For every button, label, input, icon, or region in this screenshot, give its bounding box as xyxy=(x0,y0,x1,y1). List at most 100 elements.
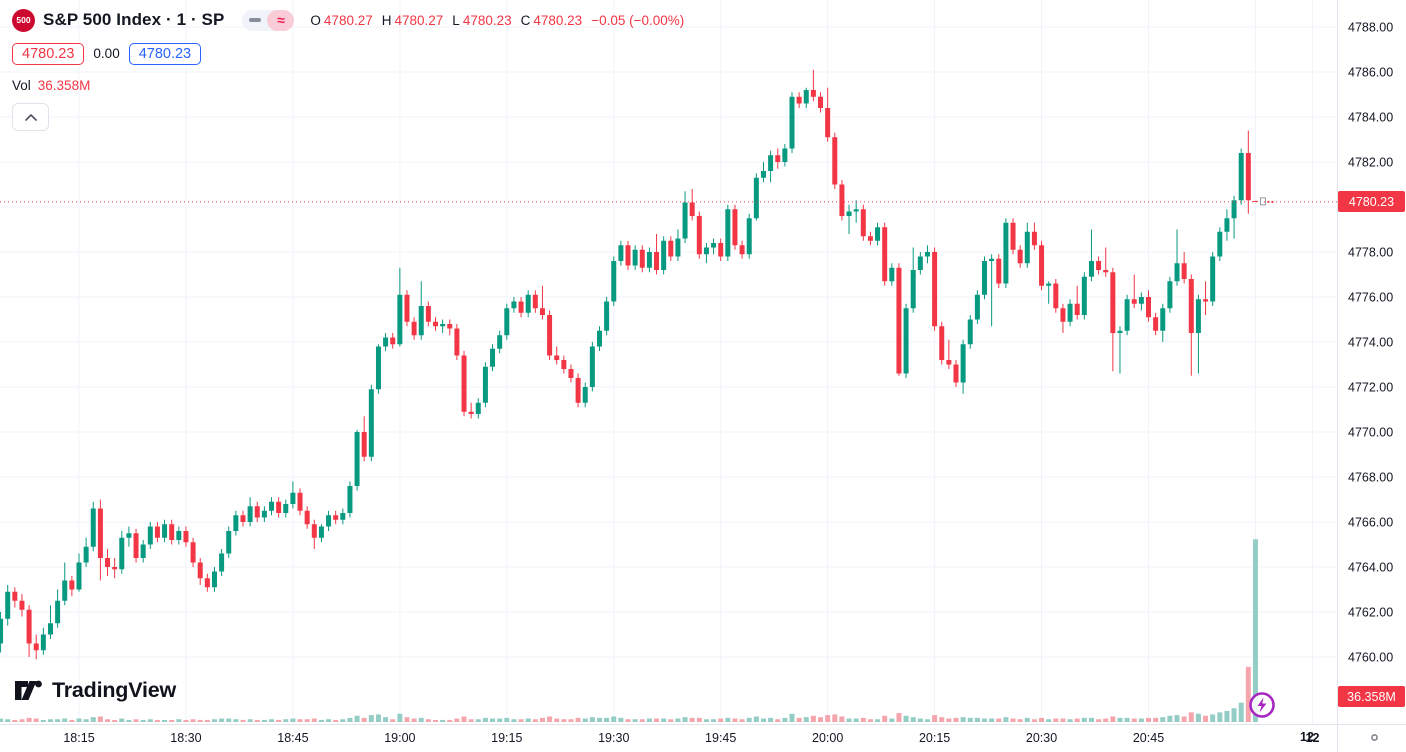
candle[interactable] xyxy=(1060,308,1066,322)
candle[interactable] xyxy=(910,270,916,309)
candle[interactable] xyxy=(461,355,467,412)
candle[interactable] xyxy=(1231,200,1237,219)
candle[interactable] xyxy=(832,137,838,185)
candle[interactable] xyxy=(47,623,53,635)
candle[interactable] xyxy=(176,531,182,540)
candle[interactable] xyxy=(996,258,1002,284)
candle[interactable] xyxy=(1174,263,1180,282)
candle[interactable] xyxy=(69,580,75,590)
candle[interactable] xyxy=(433,321,438,327)
candle[interactable] xyxy=(347,486,353,513)
time-tick-label[interactable]: 12 xyxy=(1306,731,1320,745)
price-tick-label[interactable]: 4760.00 xyxy=(1348,651,1393,665)
time-tick-label[interactable]: 20:30 xyxy=(1026,731,1057,745)
candle[interactable] xyxy=(62,580,68,601)
candle[interactable] xyxy=(604,301,610,331)
tradingview-watermark[interactable]: TradingView xyxy=(14,677,176,704)
time-tick-label[interactable]: 20:15 xyxy=(919,731,950,745)
candle[interactable] xyxy=(732,209,738,246)
candle[interactable] xyxy=(211,571,217,588)
price-tick-label[interactable]: 4778.00 xyxy=(1348,246,1393,260)
candle[interactable] xyxy=(525,294,531,313)
candle[interactable] xyxy=(1167,281,1173,309)
candle[interactable] xyxy=(782,148,788,163)
candle[interactable] xyxy=(967,319,973,345)
candle[interactable] xyxy=(190,542,196,563)
candle[interactable] xyxy=(568,369,574,378)
candle[interactable] xyxy=(860,209,866,237)
candle[interactable] xyxy=(618,245,624,261)
candle[interactable] xyxy=(768,155,774,171)
candle[interactable] xyxy=(126,533,132,538)
date-separator-label[interactable]: 12 xyxy=(1300,730,1314,744)
candle[interactable] xyxy=(703,247,709,255)
candle[interactable] xyxy=(939,326,945,360)
candle[interactable] xyxy=(518,301,524,313)
candle[interactable] xyxy=(960,344,966,383)
candle[interactable] xyxy=(375,346,381,390)
buy-price-button[interactable]: 4780.23 xyxy=(128,42,202,65)
candle[interactable] xyxy=(1017,249,1023,264)
candle[interactable] xyxy=(283,504,289,513)
symbol-title[interactable]: S&P 500 Index · 1 · SP xyxy=(43,10,225,29)
candle[interactable] xyxy=(147,526,153,545)
candle[interactable] xyxy=(404,294,410,322)
candle[interactable] xyxy=(233,515,239,531)
candle[interactable] xyxy=(119,537,125,570)
candle[interactable] xyxy=(1153,317,1159,331)
candle[interactable] xyxy=(889,267,895,282)
candle[interactable] xyxy=(383,337,389,347)
candle[interactable] xyxy=(1217,231,1223,257)
candle[interactable] xyxy=(818,96,824,108)
candle[interactable] xyxy=(896,267,902,374)
candle[interactable] xyxy=(953,364,959,383)
candle[interactable] xyxy=(162,524,168,538)
last-volume-badge[interactable]: 36.358M xyxy=(1338,686,1405,707)
time-tick-label[interactable]: 18:15 xyxy=(63,731,94,745)
candle[interactable] xyxy=(140,544,146,559)
price-tick-label[interactable]: 4788.00 xyxy=(1348,21,1393,35)
candle[interactable] xyxy=(55,600,61,624)
candle[interactable] xyxy=(1024,231,1030,264)
candle[interactable] xyxy=(368,389,374,457)
candle[interactable] xyxy=(689,202,695,217)
candle[interactable] xyxy=(1224,218,1230,232)
candle[interactable] xyxy=(304,510,310,525)
candle[interactable] xyxy=(0,618,4,644)
candle[interactable] xyxy=(789,96,795,149)
candle[interactable] xyxy=(482,366,488,403)
time-tick-label[interactable]: 18:45 xyxy=(277,731,308,745)
candle[interactable] xyxy=(90,508,96,547)
candle[interactable] xyxy=(974,294,980,320)
candle[interactable] xyxy=(575,378,581,403)
market-status-pill[interactable]: ≈ xyxy=(242,9,295,31)
time-tick-label[interactable]: 19:00 xyxy=(384,731,415,745)
last-price-badge[interactable]: 4780.23 xyxy=(1338,191,1405,213)
candle[interactable] xyxy=(1160,308,1166,331)
candle[interactable] xyxy=(1252,200,1258,202)
price-tick-label[interactable]: 4786.00 xyxy=(1348,66,1393,80)
candle[interactable] xyxy=(932,252,938,327)
candle[interactable] xyxy=(1110,272,1116,333)
candle[interactable] xyxy=(26,609,32,644)
candle[interactable] xyxy=(333,515,339,520)
candle[interactable] xyxy=(810,90,816,97)
price-tick-label[interactable]: 4776.00 xyxy=(1348,291,1393,305)
candle[interactable] xyxy=(1117,330,1123,333)
candle[interactable] xyxy=(1181,263,1187,279)
candle[interactable] xyxy=(276,501,282,513)
candle[interactable] xyxy=(746,218,752,255)
candle[interactable] xyxy=(76,562,82,590)
candle[interactable] xyxy=(632,249,638,266)
time-tick-label[interactable]: 20:45 xyxy=(1133,731,1164,745)
time-tick-label[interactable]: 19:15 xyxy=(491,731,522,745)
candle[interactable] xyxy=(775,155,781,162)
candle[interactable] xyxy=(204,578,210,588)
candle[interactable] xyxy=(675,238,681,257)
candle[interactable] xyxy=(668,240,674,257)
price-tick-label[interactable]: 4768.00 xyxy=(1348,471,1393,485)
time-tick-label[interactable]: 19:30 xyxy=(598,731,629,745)
candle[interactable] xyxy=(12,591,18,601)
candle[interactable] xyxy=(853,209,859,212)
